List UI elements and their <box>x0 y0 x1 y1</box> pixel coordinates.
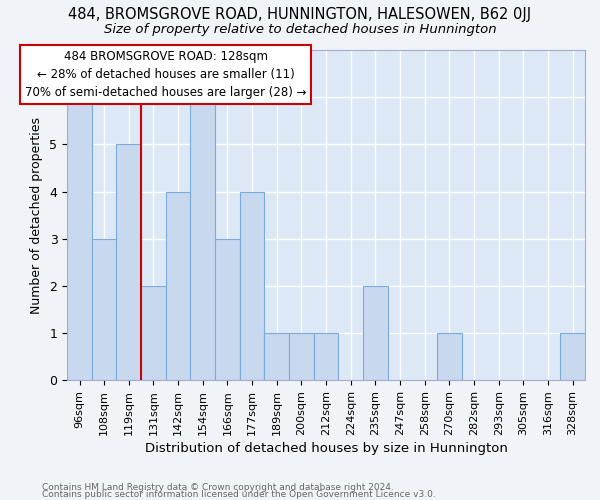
Bar <box>240 192 265 380</box>
Bar <box>166 192 190 380</box>
X-axis label: Distribution of detached houses by size in Hunnington: Distribution of detached houses by size … <box>145 442 508 455</box>
Bar <box>190 97 215 380</box>
Text: 484, BROMSGROVE ROAD, HUNNINGTON, HALESOWEN, B62 0JJ: 484, BROMSGROVE ROAD, HUNNINGTON, HALESO… <box>68 8 532 22</box>
Text: Contains public sector information licensed under the Open Government Licence v3: Contains public sector information licen… <box>42 490 436 499</box>
Bar <box>92 238 116 380</box>
Text: Size of property relative to detached houses in Hunnington: Size of property relative to detached ho… <box>104 22 496 36</box>
Bar <box>560 333 585 380</box>
Bar <box>265 333 289 380</box>
Bar <box>437 333 462 380</box>
Bar <box>141 286 166 380</box>
Text: Contains HM Land Registry data © Crown copyright and database right 2024.: Contains HM Land Registry data © Crown c… <box>42 484 394 492</box>
Text: 484 BROMSGROVE ROAD: 128sqm
← 28% of detached houses are smaller (11)
70% of sem: 484 BROMSGROVE ROAD: 128sqm ← 28% of det… <box>25 50 307 99</box>
Bar <box>363 286 388 380</box>
Bar <box>289 333 314 380</box>
Bar <box>116 144 141 380</box>
Bar <box>67 97 92 380</box>
Bar <box>314 333 338 380</box>
Y-axis label: Number of detached properties: Number of detached properties <box>29 116 43 314</box>
Bar <box>215 238 240 380</box>
